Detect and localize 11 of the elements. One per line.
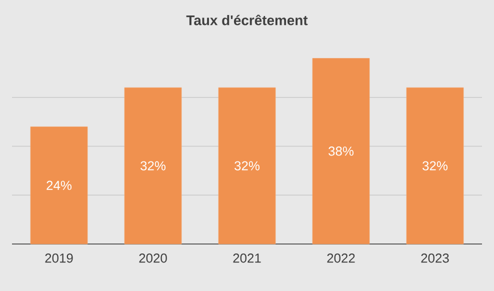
x-tick-label: 2021 — [233, 254, 261, 263]
x-tick-label: 2020 — [139, 254, 167, 263]
x-tick-label: 2023 — [421, 254, 449, 263]
data-label: 32% — [140, 161, 166, 170]
data-label: 24% — [46, 180, 72, 190]
data-label: 32% — [234, 161, 260, 170]
data-label: 32% — [422, 161, 448, 170]
x-tick-label: 2022 — [327, 254, 355, 263]
x-tick-label: 2019 — [45, 254, 73, 263]
chart-title: Taux d'écrêtement — [186, 14, 308, 26]
data-label: 38% — [328, 146, 354, 156]
